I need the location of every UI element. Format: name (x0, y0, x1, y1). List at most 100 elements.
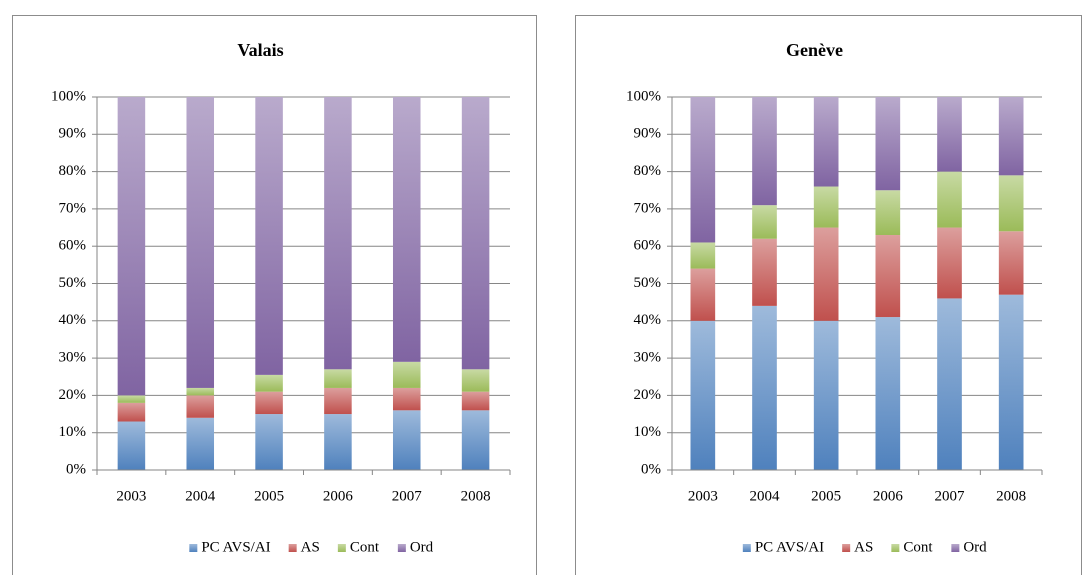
legend-swatch (742, 544, 751, 552)
y-tick-label: 20% (59, 387, 87, 403)
bar-segment (255, 391, 283, 415)
x-tick-label: 2004 (750, 488, 781, 504)
bar-segment (690, 97, 716, 243)
bar-segment (937, 97, 962, 172)
y-tick-label: 90% (59, 126, 87, 142)
legend-item: AS (288, 539, 320, 555)
bar-segment (392, 387, 421, 411)
legend-item: Ord (951, 539, 987, 555)
bar-segment (752, 238, 777, 306)
bar-segment (186, 395, 215, 418)
bar-segment (752, 205, 777, 239)
y-tick-label: 60% (59, 238, 87, 254)
bar-segment (324, 414, 352, 470)
y-tick-label: 20% (634, 387, 662, 403)
legend-swatch (288, 544, 297, 552)
legend-item: Cont (891, 539, 933, 555)
bar-segment (690, 268, 716, 321)
legend-swatch (891, 544, 900, 552)
bar-segment (937, 171, 962, 228)
legend-swatch (951, 544, 960, 552)
bar-segment (117, 421, 146, 470)
bar-segment (392, 97, 421, 362)
y-tick-label: 80% (59, 163, 87, 179)
bar-segment (392, 410, 421, 470)
x-tick-label: 2007 (392, 488, 423, 504)
bar-segment (392, 361, 421, 388)
legend-label: Cont (350, 539, 380, 555)
legend-item: AS (842, 539, 873, 555)
bar-segment (813, 320, 839, 470)
bar-segment (875, 190, 901, 236)
bar-segment (813, 186, 839, 228)
x-tick-label: 2003 (116, 488, 146, 504)
bar-segment (998, 231, 1024, 295)
bar-segment (461, 410, 490, 470)
x-tick-label: 2008 (996, 488, 1026, 504)
bar-segment (324, 369, 352, 388)
legend-item: Ord (397, 539, 434, 555)
bar-segment (255, 97, 283, 375)
bar-segment (690, 242, 716, 269)
legend-label: Ord (410, 539, 434, 555)
y-tick-label: 30% (634, 350, 662, 366)
bar-segment (813, 97, 839, 187)
legend-label: PC AVS/AI (755, 539, 824, 555)
bar-segment (875, 97, 901, 191)
x-tick-label: 2004 (185, 488, 216, 504)
bar-segment (186, 417, 215, 470)
x-tick-label: 2003 (688, 488, 718, 504)
bar-segment (937, 227, 962, 299)
y-tick-label: 70% (59, 200, 87, 216)
legend-swatch (189, 544, 198, 552)
y-tick-label: 80% (634, 163, 662, 179)
bar-segment (752, 97, 777, 206)
y-tick-label: 70% (634, 200, 662, 216)
y-tick-label: 100% (51, 88, 86, 104)
bar-segment (461, 97, 490, 370)
legend-label: Ord (963, 539, 987, 555)
bar-segment (117, 97, 146, 396)
legend-label: AS (854, 539, 873, 555)
bar-segment (255, 374, 283, 392)
bar-segment (998, 294, 1024, 470)
bar-segment (875, 317, 901, 470)
legend-swatch (842, 544, 851, 552)
bar-segment (752, 305, 777, 470)
bar-segment (255, 414, 283, 470)
chart-title: Genève (786, 40, 843, 60)
bar-segment (461, 369, 490, 392)
y-tick-label: 100% (626, 88, 661, 104)
bar-segment (324, 387, 352, 415)
chart-title: Valais (237, 40, 283, 60)
legend-swatch (337, 544, 346, 552)
x-tick-label: 2005 (811, 488, 841, 504)
y-tick-label: 0% (641, 461, 661, 477)
y-tick-label: 50% (59, 275, 87, 291)
y-tick-label: 10% (634, 424, 662, 440)
y-tick-label: 40% (634, 312, 662, 328)
x-tick-label: 2006 (323, 488, 354, 504)
y-tick-label: 30% (59, 350, 87, 366)
legend-item: PC AVS/AI (742, 539, 824, 555)
y-tick-label: 10% (59, 424, 87, 440)
bar-segment (998, 175, 1024, 232)
legend-label: AS (301, 539, 320, 555)
bar-segment (461, 391, 490, 411)
y-tick-label: 60% (634, 238, 662, 254)
bar-segment (690, 320, 716, 470)
legend-label: PC AVS/AI (201, 539, 270, 555)
bar-segment (998, 97, 1024, 176)
bar-segment (813, 227, 839, 321)
bar-segment (875, 235, 901, 318)
bar-segment (186, 97, 215, 388)
y-tick-label: 40% (59, 312, 87, 328)
bar-segment (324, 97, 352, 370)
y-tick-label: 50% (634, 275, 662, 291)
x-tick-label: 2007 (935, 488, 966, 504)
legend-item: Cont (337, 539, 380, 555)
legend-label: Cont (903, 539, 933, 555)
x-tick-label: 2006 (873, 488, 904, 504)
